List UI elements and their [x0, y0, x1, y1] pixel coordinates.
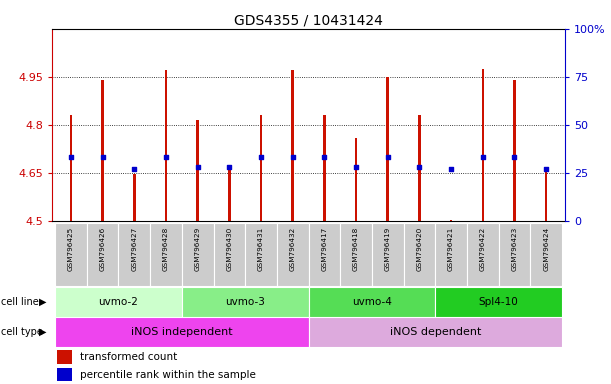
Bar — [260, 115, 262, 221]
Point — [288, 154, 298, 160]
Text: GSM796429: GSM796429 — [195, 227, 200, 271]
Bar — [435, 223, 467, 286]
Point — [193, 164, 203, 170]
Point — [351, 164, 361, 170]
Bar — [481, 69, 484, 221]
Bar — [277, 223, 309, 286]
Text: GSM796424: GSM796424 — [543, 227, 549, 271]
Text: GSM796426: GSM796426 — [100, 227, 106, 271]
Point — [383, 154, 393, 160]
Point — [446, 166, 456, 172]
Bar — [87, 223, 119, 286]
Text: GSM796431: GSM796431 — [258, 227, 264, 271]
Bar — [213, 223, 245, 286]
Bar — [340, 223, 372, 286]
Text: iNOS independent: iNOS independent — [131, 327, 233, 337]
Text: GSM796428: GSM796428 — [163, 227, 169, 271]
Text: GSM796432: GSM796432 — [290, 227, 296, 271]
Bar — [57, 368, 73, 381]
Bar — [196, 120, 199, 221]
Bar — [101, 80, 104, 221]
Bar — [228, 166, 230, 221]
Text: cell line: cell line — [1, 297, 39, 307]
Bar — [57, 351, 73, 364]
Bar — [55, 223, 87, 286]
Text: percentile rank within the sample: percentile rank within the sample — [80, 370, 256, 380]
Bar — [70, 115, 72, 221]
Bar — [467, 223, 499, 286]
Bar — [245, 223, 277, 286]
Bar — [119, 223, 150, 286]
Text: cell type: cell type — [1, 327, 43, 337]
Text: GSM796418: GSM796418 — [353, 227, 359, 271]
Point — [541, 166, 551, 172]
Text: GSM796420: GSM796420 — [417, 227, 422, 271]
Point — [66, 154, 76, 160]
Bar — [355, 137, 357, 221]
Bar — [55, 287, 182, 317]
Bar — [404, 223, 435, 286]
Bar — [435, 287, 562, 317]
Text: GSM796419: GSM796419 — [385, 227, 391, 271]
Bar — [499, 223, 530, 286]
Text: GSM796427: GSM796427 — [131, 227, 137, 271]
Bar — [418, 115, 421, 221]
Text: iNOS dependent: iNOS dependent — [390, 327, 481, 337]
Text: transformed count: transformed count — [80, 352, 177, 362]
Bar — [55, 317, 309, 347]
Bar — [387, 77, 389, 221]
Bar — [530, 223, 562, 286]
Bar — [323, 115, 326, 221]
Text: ▶: ▶ — [38, 297, 46, 307]
Point — [320, 154, 329, 160]
Bar — [291, 70, 294, 221]
Point — [256, 154, 266, 160]
Point — [161, 154, 171, 160]
Bar — [309, 223, 340, 286]
Text: GSM796422: GSM796422 — [480, 227, 486, 271]
Bar — [165, 70, 167, 221]
Point — [224, 164, 234, 170]
Point — [98, 154, 108, 160]
Text: Spl4-10: Spl4-10 — [479, 297, 519, 307]
Bar — [182, 287, 309, 317]
Bar — [545, 170, 547, 221]
Bar — [309, 287, 435, 317]
Title: GDS4355 / 10431424: GDS4355 / 10431424 — [234, 14, 383, 28]
Text: GSM796430: GSM796430 — [226, 227, 232, 271]
Bar — [372, 223, 404, 286]
Point — [478, 154, 488, 160]
Text: ▶: ▶ — [38, 327, 46, 337]
Text: GSM796425: GSM796425 — [68, 227, 74, 271]
Text: uvmo-2: uvmo-2 — [98, 297, 139, 307]
Text: GSM796421: GSM796421 — [448, 227, 454, 271]
Point — [510, 154, 519, 160]
Bar — [450, 220, 452, 221]
Text: uvmo-3: uvmo-3 — [225, 297, 265, 307]
Point — [414, 164, 424, 170]
Point — [130, 166, 139, 172]
Bar — [150, 223, 182, 286]
Bar — [133, 174, 136, 221]
Bar — [513, 80, 516, 221]
Bar — [309, 317, 562, 347]
Text: GSM796417: GSM796417 — [321, 227, 327, 271]
Bar — [182, 223, 213, 286]
Text: uvmo-4: uvmo-4 — [352, 297, 392, 307]
Text: GSM796423: GSM796423 — [511, 227, 518, 271]
